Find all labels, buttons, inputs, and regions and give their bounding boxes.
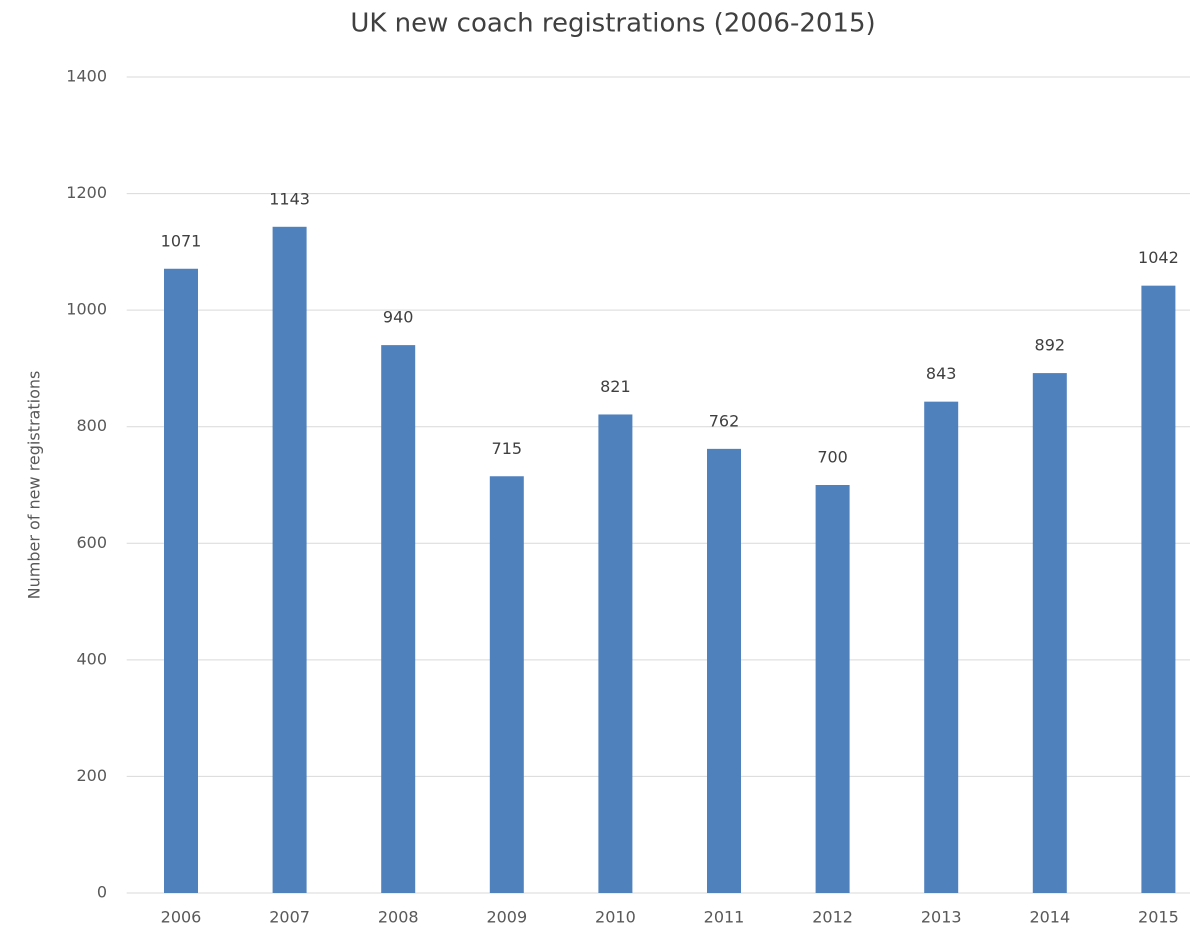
x-tick-label: 2013 xyxy=(921,908,962,927)
bar xyxy=(815,485,850,893)
x-tick-label: 2007 xyxy=(269,908,310,927)
y-tick-label: 800 xyxy=(76,416,107,435)
bar xyxy=(707,448,741,893)
bar xyxy=(598,414,633,893)
data-label: 1143 xyxy=(269,189,310,208)
x-tick-label: 2014 xyxy=(1029,908,1070,927)
bar xyxy=(1141,285,1176,894)
x-tick-label: 2011 xyxy=(704,908,745,927)
data-label: 1071 xyxy=(161,231,202,250)
bar xyxy=(381,345,416,894)
data-label: 892 xyxy=(1035,336,1066,355)
data-label: 715 xyxy=(492,439,523,458)
y-tick-label: 0 xyxy=(97,883,107,902)
data-label: 762 xyxy=(709,411,740,430)
x-tick-label: 2009 xyxy=(486,908,527,927)
y-tick-label: 400 xyxy=(76,649,107,668)
x-tick-label: 2006 xyxy=(161,908,202,927)
y-tick-label: 1400 xyxy=(66,67,107,86)
bar xyxy=(164,268,198,893)
y-tick-label: 600 xyxy=(76,533,107,552)
bar xyxy=(924,401,959,893)
data-label: 1042 xyxy=(1138,248,1179,267)
x-tick-label: 2012 xyxy=(812,908,853,927)
x-tick-label: 2010 xyxy=(595,908,636,927)
bar xyxy=(1032,373,1067,893)
data-label: 700 xyxy=(817,448,848,467)
y-axis-label: Number of new registrations xyxy=(25,371,44,600)
chart-title: UK new coach registrations (2006-2015) xyxy=(350,9,875,39)
y-tick-label: 200 xyxy=(76,766,107,785)
data-label: 821 xyxy=(600,377,631,396)
x-tick-label: 2015 xyxy=(1138,908,1179,927)
data-label: 843 xyxy=(926,364,957,383)
x-tick-label: 2008 xyxy=(378,908,419,927)
bar xyxy=(272,226,307,893)
data-label: 940 xyxy=(383,308,414,327)
bar xyxy=(489,476,524,893)
y-tick-label: 1000 xyxy=(66,300,107,319)
y-tick-label: 1200 xyxy=(66,183,107,202)
